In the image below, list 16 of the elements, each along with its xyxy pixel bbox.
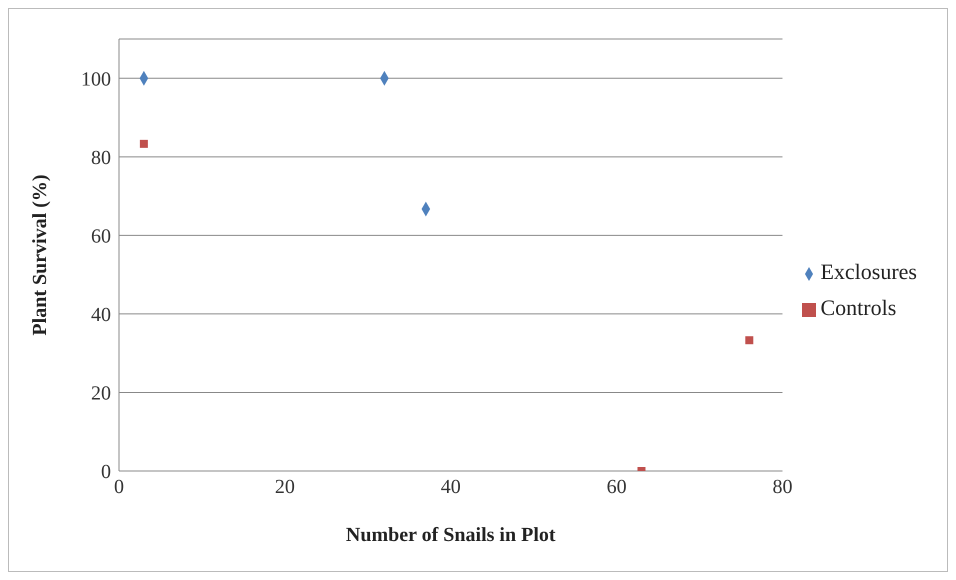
- x-tick-label: 20: [274, 476, 295, 498]
- y-tick-label: 0: [101, 461, 111, 484]
- x-axis-title: Number of Snails in Plot: [346, 524, 556, 546]
- y-tick-label: 40: [91, 304, 111, 326]
- point: [140, 140, 148, 148]
- y-tick-label: 20: [91, 382, 111, 405]
- x-tick-label: 80: [772, 476, 792, 498]
- y-tick-label: 60: [91, 225, 111, 248]
- x-tick-label: 40: [440, 476, 461, 498]
- point: [745, 336, 754, 344]
- legend-label: Controls: [820, 295, 896, 320]
- x-tick-label: 60: [606, 476, 627, 498]
- legend-label: Exclosures: [820, 259, 917, 284]
- y-tick-label: 100: [81, 68, 111, 90]
- y-axis-title: Plant Survival (%): [29, 174, 52, 336]
- y-tick-label: 80: [91, 146, 111, 169]
